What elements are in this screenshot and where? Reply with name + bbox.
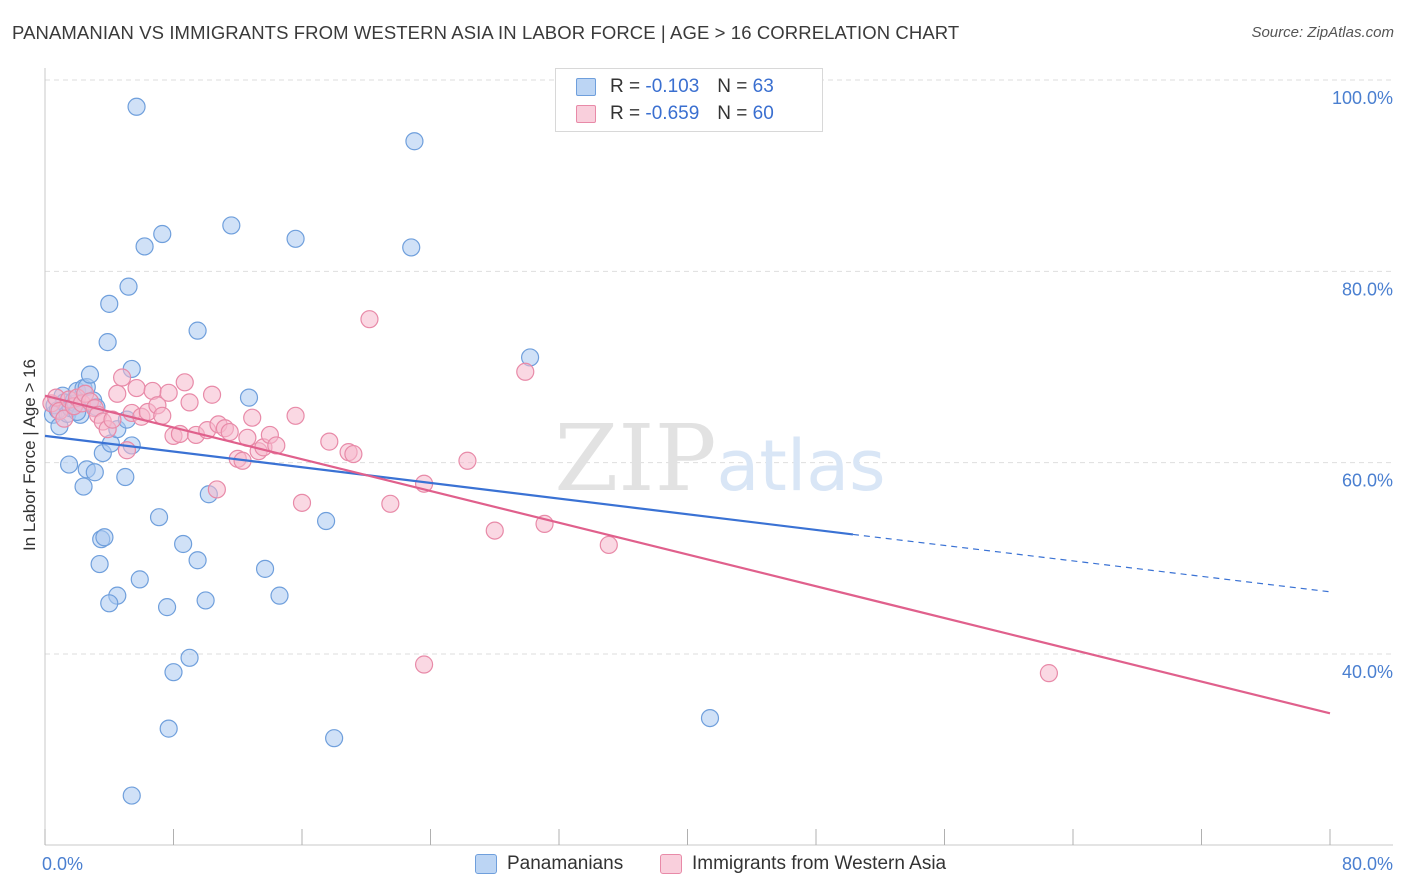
axes	[44, 68, 1393, 846]
grid-lines	[45, 79, 1393, 655]
chart-source: Source: ZipAtlas.com	[1251, 24, 1394, 41]
data-points	[42, 97, 1059, 805]
data-point	[116, 467, 135, 487]
data-point	[180, 648, 199, 667]
data-point	[95, 528, 114, 547]
data-point	[159, 383, 178, 402]
y-tick-label: 100.0%	[1332, 88, 1393, 108]
data-point	[119, 277, 138, 296]
data-point	[1039, 664, 1059, 683]
series-western-asia	[42, 310, 1059, 683]
bottom-legend-label: Panamanians	[507, 853, 624, 874]
data-point	[255, 559, 275, 578]
data-point	[360, 310, 379, 329]
legend-n-label: N =	[717, 103, 748, 124]
data-point	[98, 333, 117, 352]
data-point	[112, 368, 132, 387]
tick-labels: 40.0% 60.0% 80.0% 100.0% 0.0% 80.0%	[42, 88, 1393, 874]
data-point	[100, 594, 119, 613]
data-point	[196, 591, 215, 610]
legend-r-label: R =	[610, 103, 641, 124]
data-point	[80, 365, 100, 384]
data-point	[220, 422, 239, 442]
data-point	[103, 410, 122, 429]
legend-r-value: -0.103	[645, 76, 700, 97]
legend-row-western-asia: R = -0.659 N = 60	[576, 102, 774, 126]
y-tick-label: 60.0%	[1342, 471, 1393, 491]
data-point	[180, 393, 199, 412]
data-point	[85, 463, 104, 482]
legend-n-value: 63	[752, 76, 774, 97]
data-point	[127, 378, 146, 398]
data-point	[149, 508, 169, 527]
x-tick-label: 80.0%	[1342, 854, 1393, 874]
data-point	[127, 97, 146, 116]
y-tick-label: 80.0%	[1342, 279, 1393, 299]
data-point	[243, 408, 262, 427]
legend-row-panamanians: R = -0.103 N = 63	[576, 75, 774, 99]
data-point	[402, 238, 421, 257]
legend-n-value: 60	[752, 103, 774, 124]
bottom-legend-western-asia: Immigrants from Western Asia	[660, 852, 946, 876]
data-point	[153, 406, 172, 425]
data-point	[286, 406, 305, 425]
data-point	[222, 216, 241, 235]
bottom-legend-swatch-blue	[475, 854, 497, 874]
data-point	[599, 535, 618, 555]
y-tick-label: 40.0%	[1342, 662, 1393, 682]
data-point	[100, 294, 119, 313]
legend-swatch-blue	[576, 78, 596, 96]
data-point	[59, 455, 79, 474]
data-point	[90, 554, 109, 574]
data-point	[320, 432, 339, 451]
trend-lines	[44, 394, 1331, 715]
data-point	[700, 708, 720, 728]
data-point	[153, 224, 172, 244]
legend-swatch-pink	[576, 105, 596, 123]
data-point	[135, 237, 154, 256]
data-point	[175, 373, 194, 392]
data-point	[286, 229, 305, 248]
bottom-legend-swatch-pink	[660, 854, 682, 874]
trend-line-extension	[852, 533, 1331, 593]
trend-line-western-asia	[44, 394, 1331, 715]
trend-line-panamanians	[44, 434, 854, 536]
legend-n-label: N =	[717, 76, 748, 97]
data-point	[74, 477, 93, 496]
bottom-legend-label: Immigrants from Western Asia	[692, 853, 947, 874]
data-point	[239, 388, 259, 407]
data-point	[164, 663, 183, 682]
data-point	[188, 551, 207, 570]
watermark: ZIPatlas	[554, 405, 885, 512]
data-point	[414, 655, 434, 674]
data-point	[157, 598, 177, 617]
data-point	[381, 494, 400, 513]
data-point	[207, 480, 226, 499]
chart-title: PANAMANIAN VS IMMIGRANTS FROM WESTERN AS…	[12, 22, 960, 43]
bottom-legend-panamanians: Panamanians	[475, 852, 623, 876]
data-point	[516, 362, 535, 381]
data-point	[485, 521, 504, 540]
data-point	[316, 511, 336, 531]
data-point	[55, 409, 74, 428]
data-point	[344, 444, 363, 464]
data-point	[122, 786, 141, 805]
data-point	[292, 493, 312, 512]
legend-r-value: -0.659	[645, 103, 700, 124]
data-point	[458, 451, 477, 470]
data-point	[325, 729, 344, 748]
stats-legend: R = -0.103 N = 63 R = -0.659 N = 60	[555, 68, 823, 132]
x-tick-label: 0.0%	[42, 854, 83, 874]
data-point	[159, 719, 178, 738]
data-point	[108, 384, 127, 403]
data-point	[174, 534, 193, 554]
data-point	[270, 586, 289, 605]
legend-r-label: R =	[610, 76, 641, 97]
data-point	[202, 385, 222, 404]
data-point	[188, 321, 207, 340]
data-point	[405, 132, 424, 151]
data-point	[130, 570, 149, 589]
